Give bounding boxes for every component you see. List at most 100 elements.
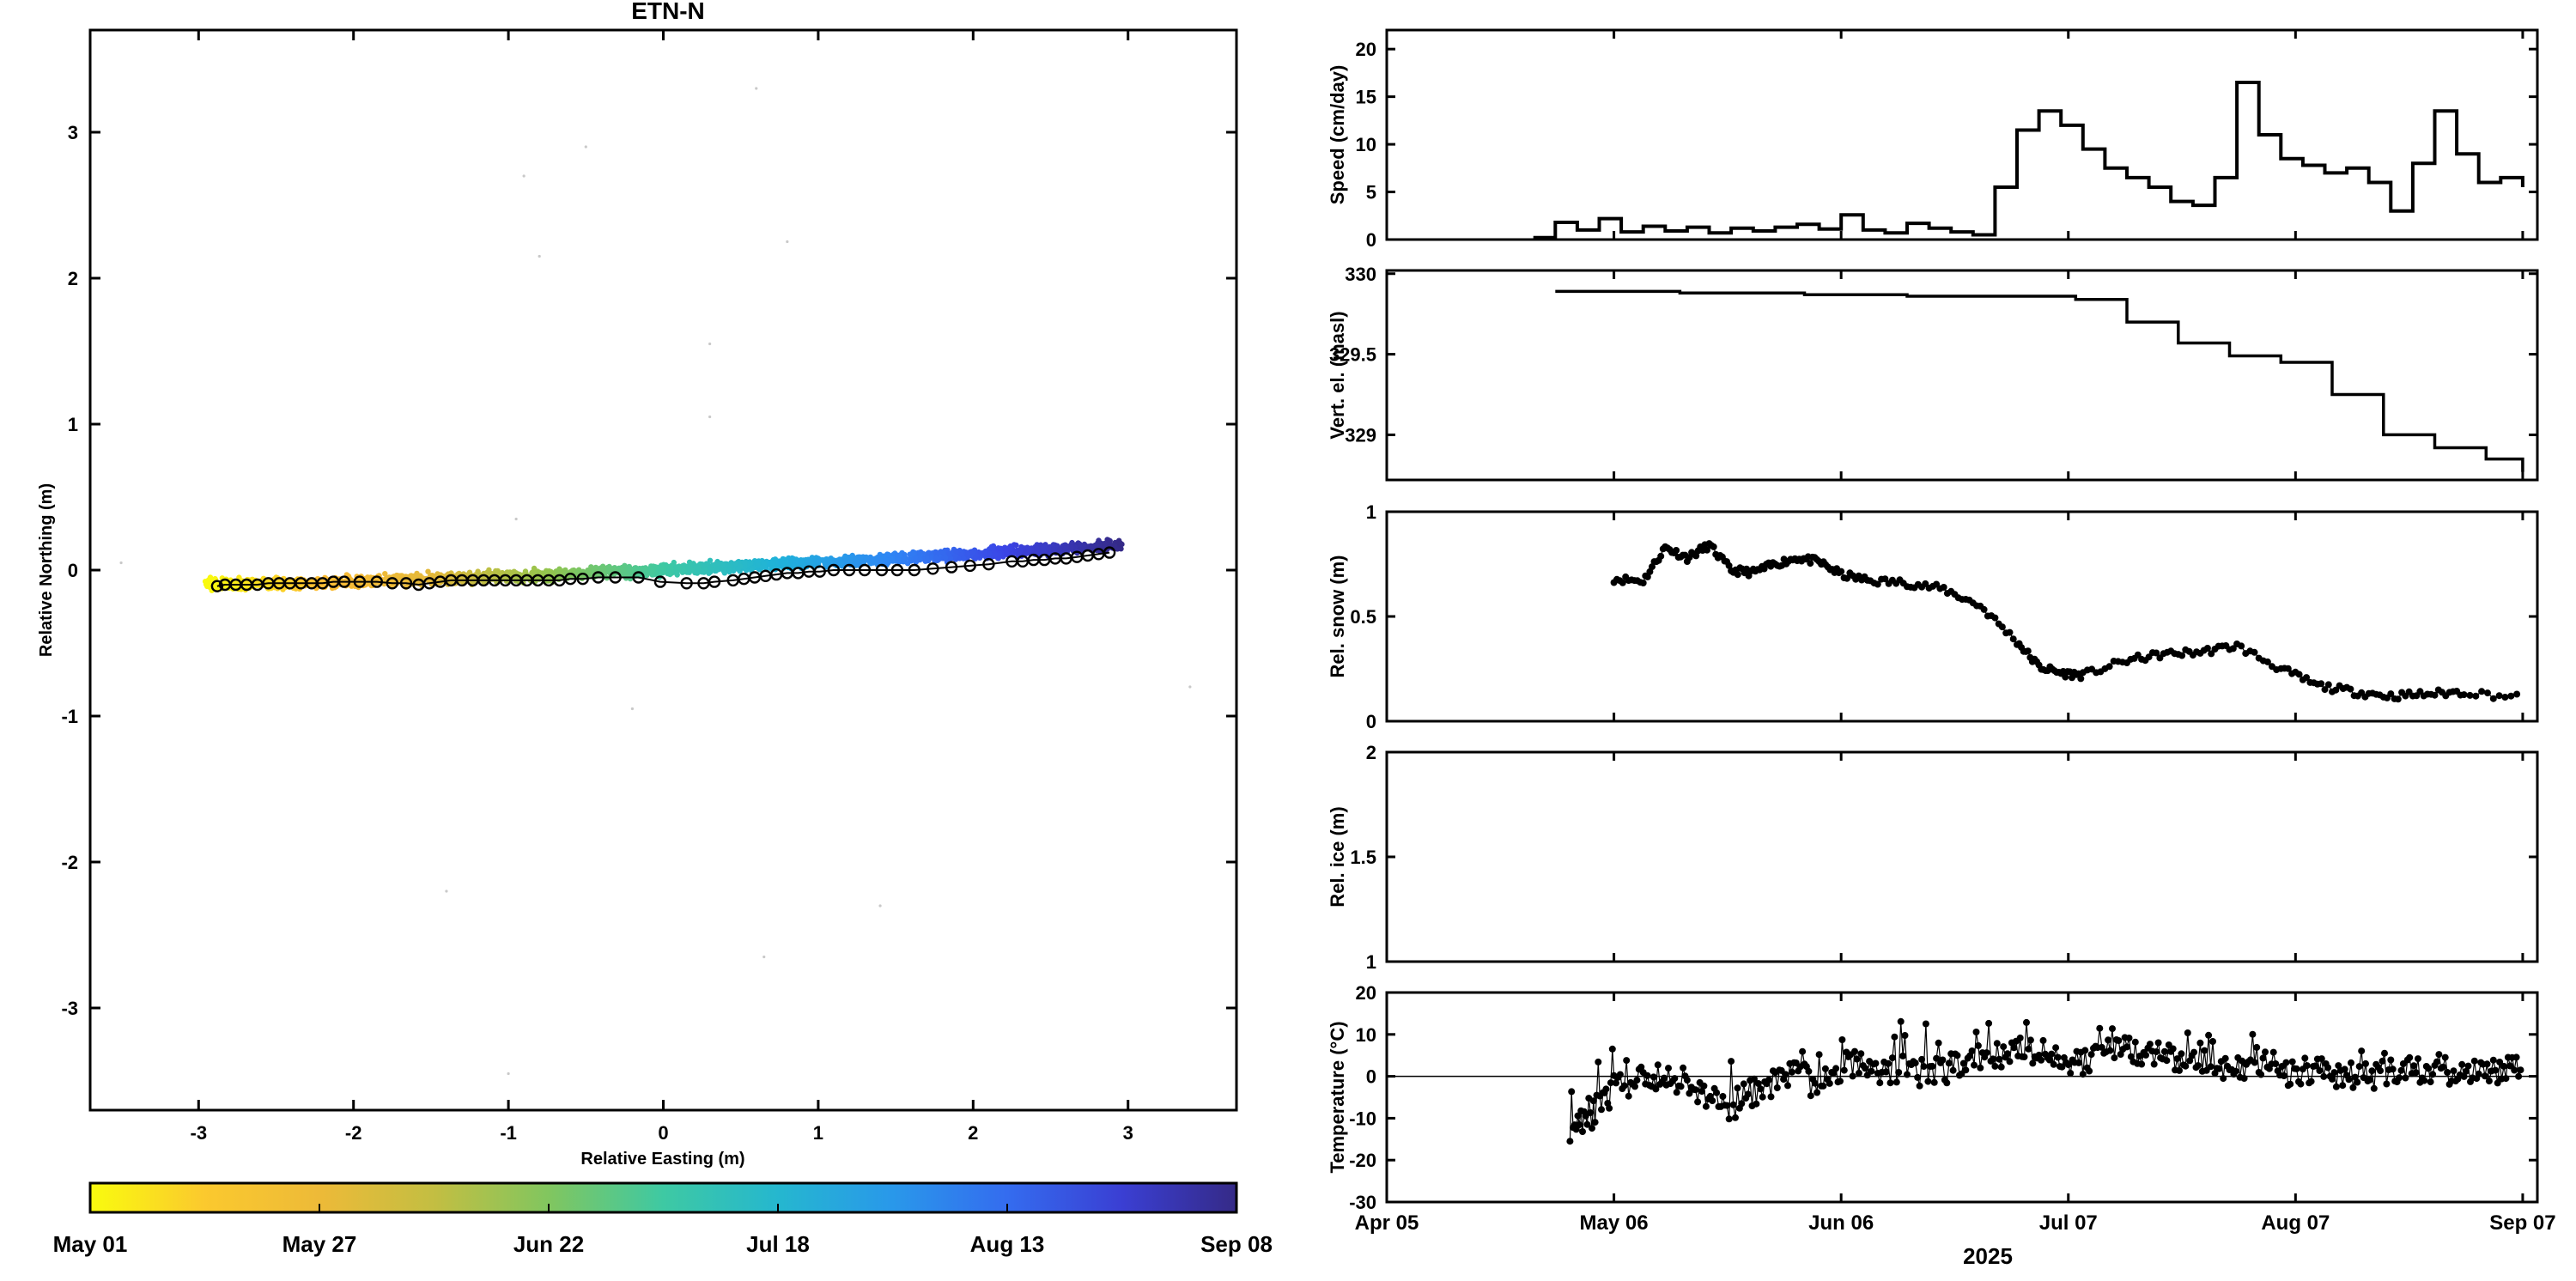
gps-point — [732, 561, 738, 567]
y-tick-label: 3 — [68, 122, 78, 143]
temperature-point — [1807, 1092, 1814, 1100]
temperature-point — [1918, 1055, 1926, 1063]
temperature-point — [1811, 1079, 1819, 1087]
y-tick-label: 1 — [1366, 501, 1376, 523]
temperature-point — [1616, 1071, 1624, 1078]
gps-point — [1111, 543, 1118, 549]
temperature-point — [2098, 1043, 2105, 1051]
temperature-point — [2269, 1048, 2277, 1056]
panel-box — [1385, 750, 2539, 963]
temperature-point — [2054, 1053, 2062, 1061]
y-tick-label: 0 — [1366, 229, 1376, 251]
temperature-point — [2427, 1078, 2434, 1086]
gps-point — [1069, 539, 1075, 546]
temperature-point — [2029, 1059, 2037, 1067]
gps-point — [952, 553, 958, 560]
colorbar-tick-label: May 27 — [283, 1231, 357, 1257]
temperature-point — [1904, 1071, 1911, 1078]
snow-point — [2347, 685, 2354, 693]
temperature-point — [1643, 1072, 1651, 1079]
temperature-point — [1996, 1055, 2003, 1063]
temperature-point — [1882, 1068, 1890, 1076]
temperature-point — [1754, 1080, 1762, 1087]
temperature-point — [2039, 1036, 2047, 1044]
temperature-point — [2470, 1057, 2478, 1065]
gps-point — [1117, 540, 1124, 546]
gps-point — [900, 556, 907, 563]
track-mean-line — [216, 551, 1110, 587]
temperature-point — [1977, 1064, 1984, 1072]
temperature-point — [2146, 1041, 2154, 1048]
y-axis-label: Rel. ice (m) — [1327, 806, 1348, 907]
gps-point — [853, 557, 859, 563]
panel-box — [1385, 510, 2539, 723]
gps-point — [788, 557, 794, 564]
snow-point — [1704, 546, 1710, 554]
gps-point — [504, 569, 510, 575]
temperature-point — [1652, 1085, 1660, 1093]
temperature-point — [1751, 1075, 1758, 1083]
y-tick-label: 2 — [68, 268, 78, 289]
gps-point — [799, 558, 805, 565]
gps-point — [885, 551, 891, 558]
snow-point — [2024, 647, 2032, 655]
temperature-point — [1654, 1061, 1662, 1069]
temperature-point — [2196, 1039, 2204, 1047]
temperature-point — [1591, 1119, 1599, 1126]
snow-point — [1649, 563, 1656, 571]
temperature-point — [2127, 1053, 2135, 1060]
temperature-point — [1757, 1085, 1765, 1093]
temperature-point — [2038, 1056, 2045, 1064]
y-tick-label: 1 — [68, 414, 78, 435]
temperature-point — [1930, 1078, 1938, 1086]
gps-point — [987, 550, 993, 556]
gps-point — [1096, 537, 1102, 543]
snow-point — [2318, 680, 2325, 688]
gps-point — [992, 551, 999, 558]
temperature-point — [2209, 1038, 2216, 1045]
x-tick-label: 2 — [968, 1122, 978, 1144]
gps-point — [964, 551, 970, 557]
temperature-point — [1849, 1072, 1856, 1080]
temperature-point — [1734, 1084, 1741, 1092]
temperature-point — [1673, 1089, 1680, 1096]
temperature-point — [2349, 1084, 2357, 1091]
colorbar-ticks: May 01 May 27 Jun 22 Jul 18 Aug 13 Sep 08 — [53, 1204, 1273, 1257]
gps-point — [958, 551, 965, 558]
temperature-point — [2377, 1067, 2385, 1075]
gps-point — [1003, 547, 1009, 553]
temperature-point — [1920, 1063, 1928, 1071]
temperature-point — [2178, 1050, 2185, 1058]
panel-ice: 1 1.5 2 Rel. ice (m) — [1327, 742, 2539, 973]
gps-point — [961, 556, 967, 562]
snow-point — [2263, 658, 2271, 665]
temperature-point — [1782, 1071, 1789, 1078]
gps-point — [1013, 542, 1019, 549]
temperature-point — [1576, 1121, 1583, 1128]
temperature-point — [2475, 1070, 2482, 1078]
temperature-point — [1692, 1086, 1699, 1094]
gps-point — [556, 566, 562, 572]
temperature-point — [2515, 1072, 2523, 1080]
temperature-point — [1939, 1056, 1947, 1064]
snow-point — [2251, 648, 2258, 656]
temperature-point — [1922, 1020, 1929, 1028]
temperature-point — [1971, 1061, 1978, 1069]
snow-point — [2077, 675, 2085, 683]
temperature-point — [1838, 1036, 1846, 1043]
y-tick-label: -20 — [1349, 1150, 1376, 1171]
temperature-point — [2190, 1048, 2198, 1056]
temperature-point — [2259, 1054, 2267, 1062]
daily-position-marker — [1103, 546, 1116, 559]
gps-point — [703, 561, 709, 567]
gps-point — [895, 557, 902, 563]
temperature-point — [1677, 1083, 1685, 1090]
x-tick-label: Jun 06 — [1808, 1211, 1874, 1235]
temperature-point — [1876, 1079, 1884, 1087]
x-tick-label: 0 — [658, 1122, 668, 1144]
track-panel: ETN-N -3 -2 -1 0 1 2 3 -3 -2 -1 0 1 2 3 Relative Eas… — [37, 0, 1238, 1169]
time-xlabel: 2025 — [1963, 1243, 2013, 1269]
temperature-point — [2500, 1062, 2507, 1070]
temperature-point — [1853, 1055, 1861, 1063]
daily-position-marker — [592, 571, 605, 584]
